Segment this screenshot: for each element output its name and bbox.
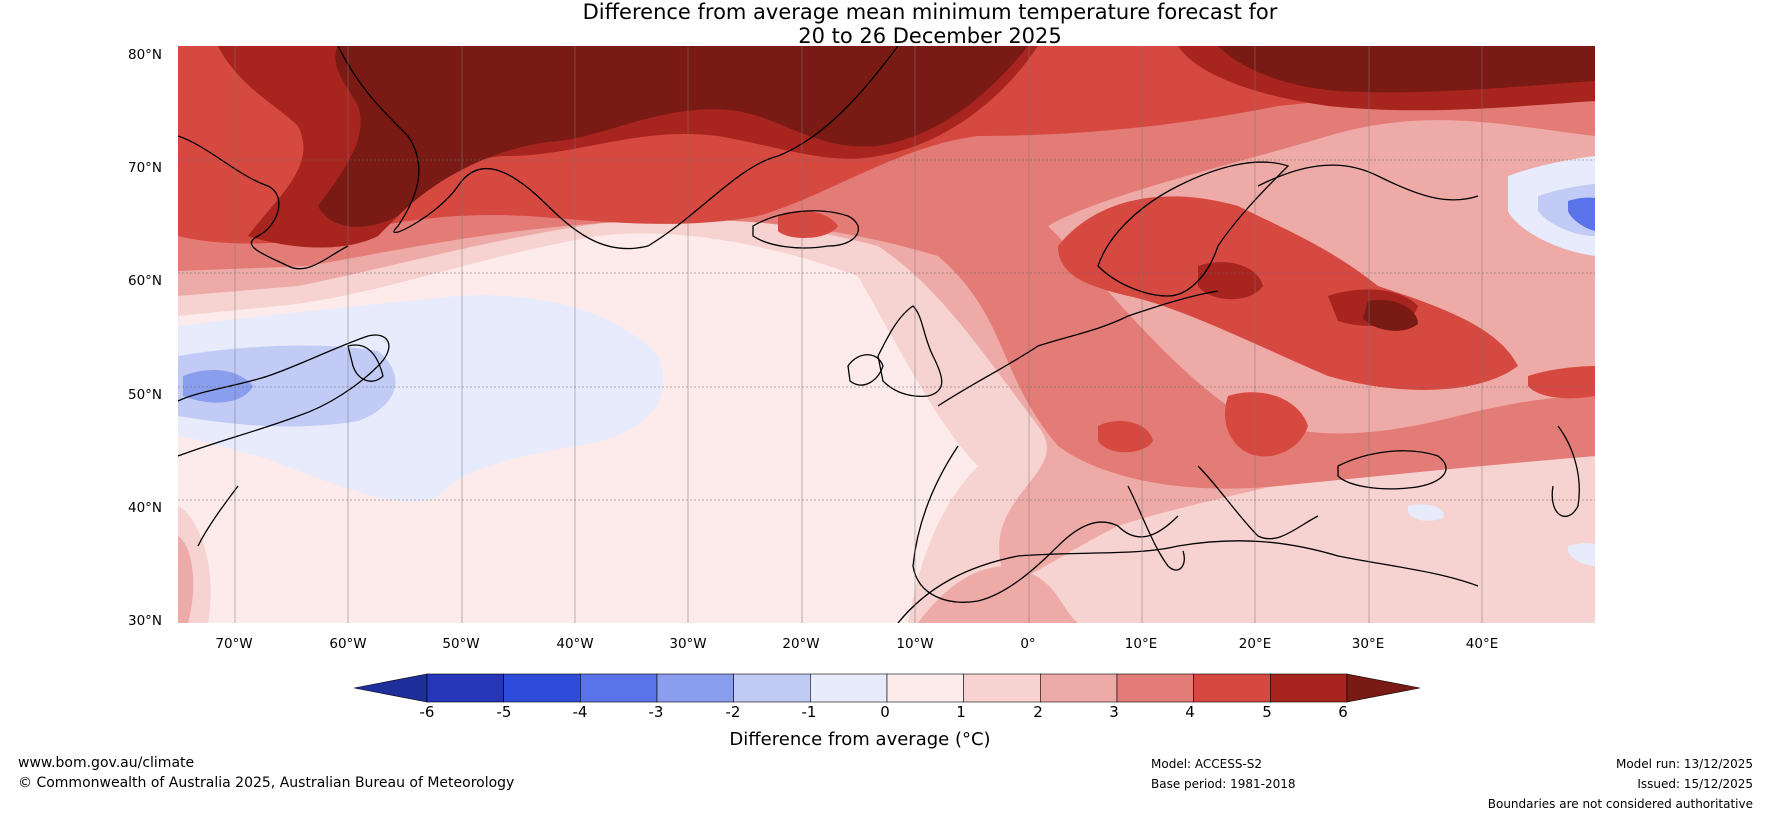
coastline [347, 344, 384, 382]
coastline [877, 305, 943, 397]
footer-model: Model: ACCESS-S2 [1151, 757, 1263, 771]
anomaly-region [1528, 366, 1595, 399]
coastline [847, 354, 884, 386]
anomaly-region [1363, 299, 1418, 331]
lon-label-10e: 10°E [1124, 636, 1158, 652]
anomaly-region [1198, 262, 1263, 300]
forecast-map [177, 45, 1596, 624]
lat-label-30n: 30°N [128, 613, 163, 629]
coastline [1097, 161, 1290, 297]
coastline [1551, 425, 1580, 518]
footer-issued: Issued: 15/12/2025 [1637, 777, 1753, 791]
lon-label-40w: 40°W [556, 636, 594, 652]
footer-website: www.bom.gov.au/climate [18, 755, 195, 771]
anomaly-region [1568, 197, 1595, 231]
colorbar-box [886, 673, 964, 703]
coastline [197, 485, 239, 547]
colorbar-boxes [426, 673, 1348, 703]
chart-title: Difference from average mean minimum tem… [0, 0, 1770, 48]
lon-label-0: 0° [1020, 636, 1036, 652]
anomaly-region [918, 566, 1078, 623]
lon-label-70w: 70°W [215, 636, 253, 652]
coastline [1257, 164, 1479, 201]
colorbar-tick: -2 [725, 703, 741, 721]
anomaly-region [1225, 392, 1308, 457]
coastline [1127, 485, 1185, 571]
coastline [1197, 465, 1319, 540]
colorbar [354, 673, 1420, 703]
colorbar-extend-high [1346, 673, 1420, 703]
footer-base-period: Base period: 1981-2018 [1151, 777, 1296, 791]
anomaly-region [1408, 504, 1444, 521]
anomaly-region [318, 46, 1028, 227]
colorbar-tick: 6 [1338, 703, 1348, 721]
colorbar-tick: -1 [801, 703, 817, 721]
colorbar-tick: 1 [956, 703, 966, 721]
footer-disclaimer: Boundaries are not considered authoritat… [1487, 797, 1753, 811]
coastline [1337, 450, 1447, 490]
lon-label-30e: 30°E [1351, 636, 1385, 652]
colorbar-box [426, 673, 504, 703]
coastline [178, 334, 390, 457]
colorbar-box [733, 673, 811, 703]
colorbar-box [810, 673, 888, 703]
coastline [337, 46, 899, 250]
title-line-2: 20 to 26 December 2025 [798, 24, 1062, 48]
colorbar-tick: -5 [496, 703, 512, 721]
colorbar-tick: 5 [1262, 703, 1272, 721]
lon-label-50w: 50°W [442, 636, 480, 652]
lon-label-20e: 20°E [1238, 636, 1272, 652]
lon-label-60w: 60°W [329, 636, 367, 652]
coastline [937, 290, 1219, 407]
colorbar-tick: -3 [648, 703, 664, 721]
colorbar-box [580, 673, 658, 703]
anomaly-region [178, 536, 194, 623]
colorbar-tick: -4 [572, 703, 588, 721]
lon-label-20w: 20°W [782, 636, 820, 652]
colorbar-box [503, 673, 581, 703]
coastlines [178, 46, 1580, 623]
anomaly-region [1098, 421, 1153, 453]
coastline [912, 445, 1179, 603]
anomaly-region [1218, 46, 1595, 93]
colorbar-box [656, 673, 734, 703]
colorbar-label: Difference from average (°C) [729, 729, 991, 750]
coastline [178, 135, 349, 270]
lon-label-10w: 10°W [896, 636, 934, 652]
anomaly-region [178, 345, 396, 427]
colorbar-box [1040, 673, 1118, 703]
lon-label-30w: 30°W [669, 636, 707, 652]
lon-label-40e: 40°E [1465, 636, 1499, 652]
anomaly-map-svg [178, 46, 1595, 623]
coastline [897, 540, 1479, 623]
colorbar-extend-low [354, 673, 428, 703]
footer-copyright: © Commonwealth of Australia 2025, Austra… [18, 775, 515, 791]
title-line-1: Difference from average mean minimum tem… [582, 0, 1278, 24]
colorbar-box [1193, 673, 1271, 703]
anomaly-region [183, 370, 253, 403]
coastline [752, 210, 860, 249]
colorbar-box [1116, 673, 1194, 703]
lat-label-50n: 50°N [128, 387, 163, 403]
colorbar-tick: -6 [419, 703, 435, 721]
colorbar-tick: 3 [1109, 703, 1119, 721]
anomaly-region [1058, 196, 1518, 390]
lat-label-70n: 70°N [128, 160, 163, 176]
colorbar-box [963, 673, 1041, 703]
lat-label-40n: 40°N [128, 500, 163, 516]
footer-model-run: Model run: 13/12/2025 [1615, 757, 1753, 771]
anomaly-region [1568, 543, 1595, 566]
colorbar-tick: 2 [1033, 703, 1043, 721]
colorbar-tick: 0 [880, 703, 890, 721]
gridlines [178, 159, 1595, 501]
lat-label-80n: 80°N [128, 47, 163, 63]
anomaly-region [778, 210, 838, 238]
lat-label-60n: 60°N [128, 273, 163, 289]
colorbar-box [1270, 673, 1348, 703]
colorbar-tick: 4 [1185, 703, 1195, 721]
meridians [234, 46, 1483, 623]
